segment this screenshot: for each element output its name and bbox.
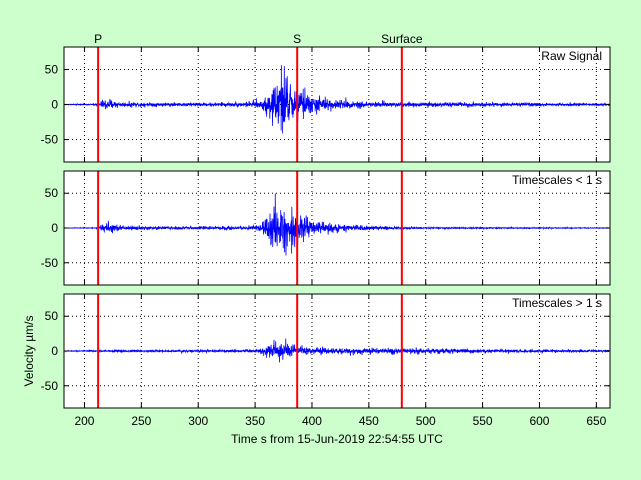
x-tick-label: 400 [302,414,322,428]
panel-title: Raw Signal [541,49,602,63]
y-axis-label: Velocity µm/s [22,316,36,387]
x-tick-label: 300 [188,414,208,428]
y-tick-label: -50 [41,256,59,270]
x-tick-label: 650 [586,414,606,428]
x-tick-label: 450 [359,414,379,428]
phase-labels: P S Surface [94,32,423,46]
y-tick-label: 0 [51,344,58,358]
y-tick-label: 0 [51,221,58,235]
y-tick-label: 0 [51,98,58,112]
x-tick-label: 500 [416,414,436,428]
x-tick-labels: 200 250 300 350 400 450 500 550 600 650 [74,414,606,428]
x-tick-label: 600 [529,414,549,428]
x-tick-label: 200 [74,414,94,428]
y-tick-label: 50 [45,309,59,323]
phase-label-surface: Surface [381,32,423,46]
waveform-series [64,65,610,134]
waveform-series [64,193,610,256]
y-tick-label: -50 [41,379,59,393]
x-axis-label: Time s from 15-Jun-2019 22:54:55 UTC [231,432,443,446]
panel-2: 50 0 -50 Timescales < 1 s [41,170,611,286]
waveform-series [64,338,610,363]
y-tick-label: 50 [45,186,59,200]
phase-label-s: S [293,32,301,46]
phase-label-p: P [94,32,102,46]
panel-title: Timescales < 1 s [512,173,602,187]
x-tick-label: 350 [245,414,265,428]
x-tick-label: 250 [131,414,151,428]
panel-title: Timescales > 1 s [512,296,602,310]
panel-3: 50 0 -50 Timescales > 1 s [41,293,611,409]
panel-1: 50 0 -50 Raw Signal [41,46,611,163]
y-tick-label: -50 [41,133,59,147]
x-tick-label: 550 [473,414,493,428]
y-tick-label: 50 [45,62,59,76]
